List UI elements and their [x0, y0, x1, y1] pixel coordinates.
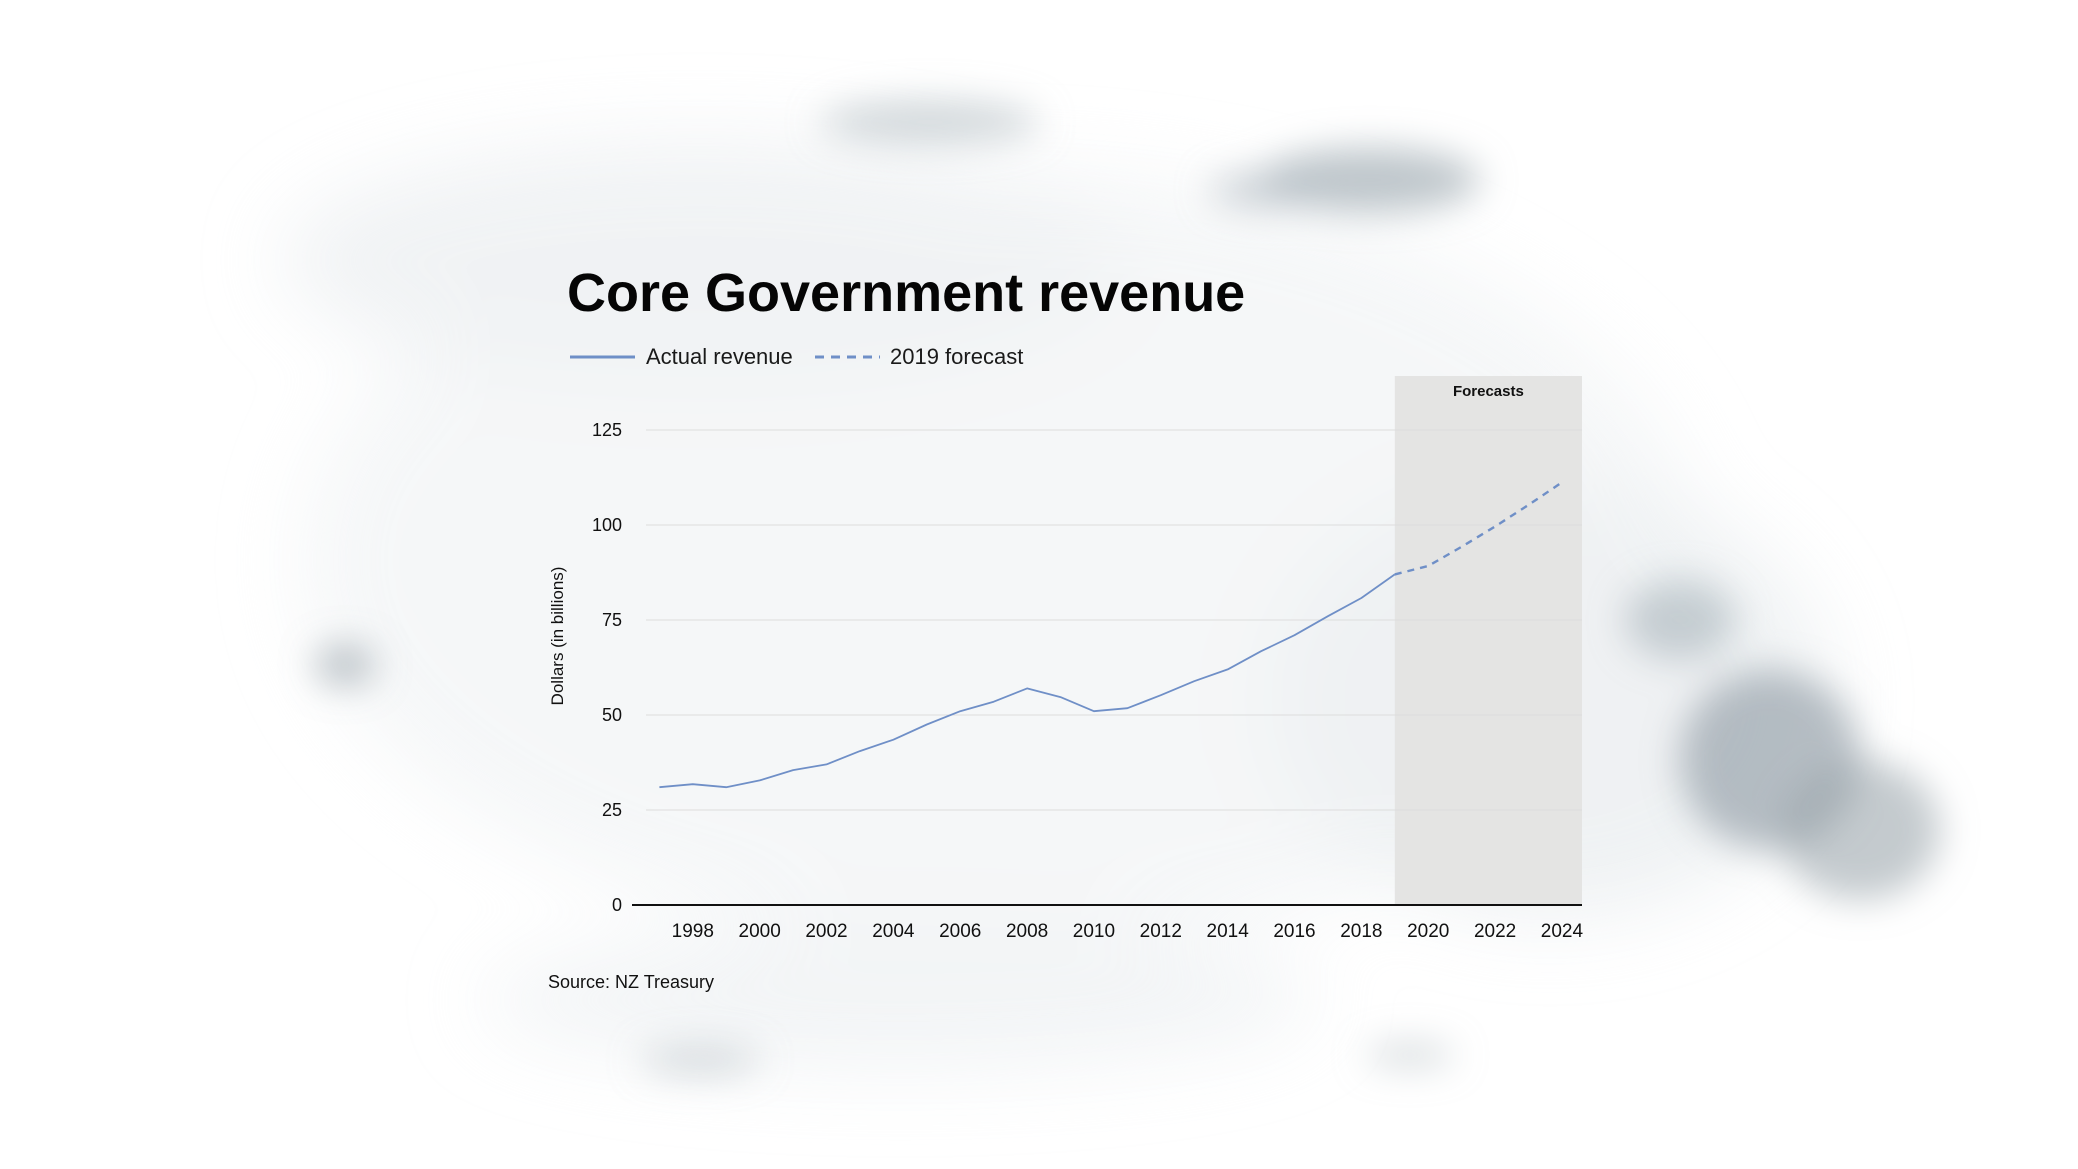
x-tick-label: 2022 [1474, 921, 1516, 942]
series-line-actual [659, 573, 1396, 789]
y-tick-label: 0 [612, 895, 622, 915]
source-note: Source: NZ Treasury [548, 972, 714, 992]
y-tick-label: 25 [602, 800, 622, 820]
legend-label-actual: Actual revenue [646, 344, 793, 369]
y-tick-label: 75 [602, 610, 622, 630]
x-tick-label: 2012 [1140, 921, 1182, 942]
forecast-band [1394, 376, 1582, 905]
x-tick-label: 2014 [1207, 921, 1250, 942]
y-tick-label: 125 [592, 420, 622, 440]
gridlines [646, 429, 1582, 811]
x-tick-label: 2002 [805, 921, 847, 942]
x-tick-label: 2004 [872, 921, 915, 942]
x-tick-label: 2010 [1073, 921, 1115, 942]
x-tick-label: 2008 [1006, 921, 1048, 942]
chart-title: Core Government revenue [567, 263, 1245, 323]
y-axis-label: Dollars (in billions) [548, 567, 567, 706]
y-axis-ticks: 0 25 50 75 100 125 [592, 420, 622, 915]
forecast-band-label: Forecasts [1453, 383, 1524, 400]
y-tick-label: 50 [602, 705, 622, 725]
series-line-forecast [1394, 481, 1563, 576]
x-tick-label: 2016 [1273, 921, 1315, 942]
series-lines [659, 481, 1563, 789]
x-tick-label: 2024 [1541, 921, 1584, 942]
x-tick-label: 2018 [1340, 921, 1382, 942]
x-tick-label: 2020 [1407, 921, 1449, 942]
x-tick-label: 2000 [739, 921, 781, 942]
y-tick-label: 100 [592, 515, 622, 535]
x-tick-label: 1998 [672, 921, 714, 942]
legend-label-forecast: 2019 forecast [890, 344, 1023, 369]
x-axis-ticks: 1998 2000 2002 2004 2006 2008 2010 2012 2014 2016… [672, 921, 1584, 942]
x-tick-label: 2006 [939, 921, 981, 942]
legend: Actual revenue 2019 forecast [570, 344, 1023, 369]
